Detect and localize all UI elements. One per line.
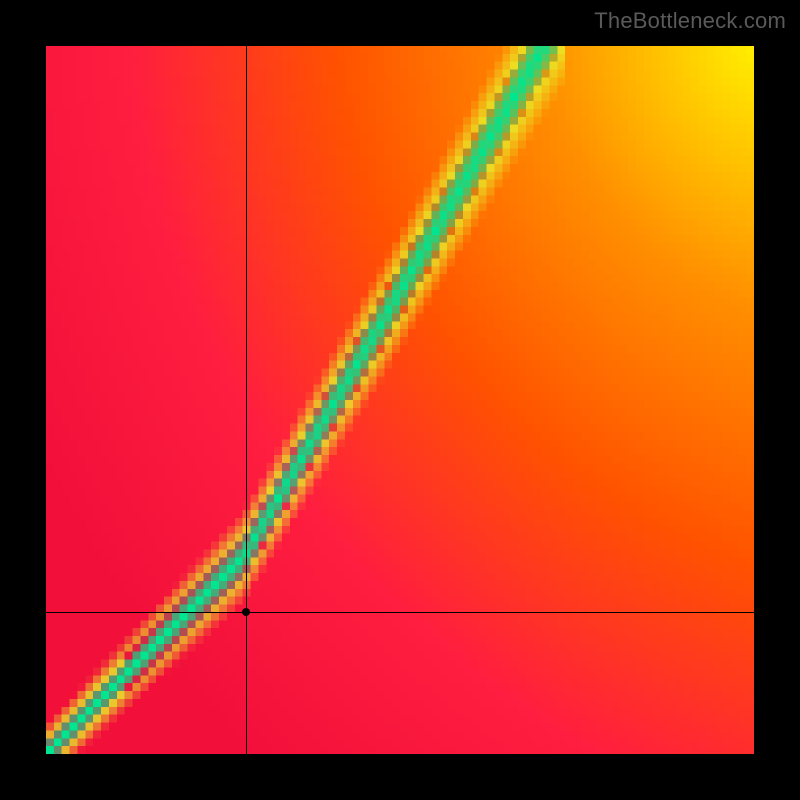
heatmap-plot bbox=[46, 46, 754, 754]
crosshair-marker-dot bbox=[242, 608, 250, 616]
heatmap-canvas bbox=[46, 46, 754, 754]
watermark-text: TheBottleneck.com bbox=[594, 8, 786, 34]
crosshair-horizontal bbox=[46, 612, 754, 613]
crosshair-vertical bbox=[246, 46, 247, 754]
